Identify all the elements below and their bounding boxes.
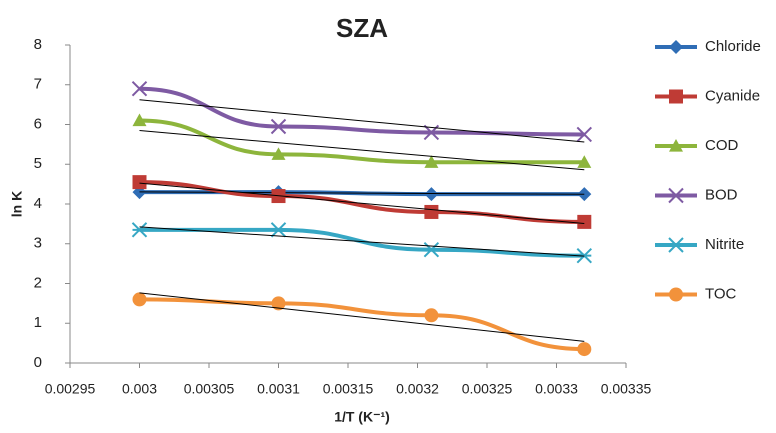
- marker: [576, 126, 593, 143]
- x-tick-label: 0.0031: [257, 381, 300, 397]
- marker: [270, 118, 287, 135]
- x-tick-label: 0.0032: [396, 381, 439, 397]
- y-tick-label: 0: [34, 354, 42, 371]
- y-tick-label: 7: [34, 76, 42, 93]
- trendline: [139, 226, 585, 257]
- legend-label: COD: [705, 137, 739, 154]
- y-tick-label: 5: [34, 155, 42, 172]
- marker: [577, 342, 592, 357]
- legend-label: BOD: [705, 186, 738, 203]
- series-line: [139, 180, 585, 224]
- marker: [132, 175, 147, 190]
- y-tick-label: 6: [34, 115, 42, 132]
- marker: [668, 187, 684, 204]
- marker: [423, 242, 440, 258]
- x-tick-label: 0.00335: [601, 381, 652, 397]
- marker: [424, 155, 439, 168]
- marker: [271, 296, 286, 311]
- trendline: [139, 99, 585, 143]
- series-line: [139, 297, 585, 352]
- x-tick-label: 0.00305: [184, 381, 235, 397]
- y-tick-label: 8: [34, 36, 42, 53]
- series-line: [139, 86, 585, 137]
- marker: [577, 155, 592, 168]
- marker: [132, 113, 147, 127]
- marker: [271, 147, 286, 160]
- trendline: [139, 191, 585, 195]
- y-tick-label: 4: [34, 195, 42, 212]
- marker: [669, 40, 683, 54]
- marker: [577, 214, 592, 229]
- x-tick-label: 0.00325: [462, 381, 513, 397]
- chart-title: SZA: [336, 13, 388, 43]
- trendline: [139, 130, 585, 171]
- marker: [669, 89, 683, 104]
- legend-label: Chloride: [705, 38, 761, 55]
- y-tick-label: 2: [34, 274, 42, 291]
- legend-label: Nitrite: [705, 236, 744, 253]
- marker: [424, 204, 439, 219]
- marker: [424, 187, 439, 202]
- x-tick-label: 0.00295: [45, 381, 96, 397]
- marker: [132, 292, 147, 307]
- legend-label: TOC: [705, 285, 737, 302]
- y-axis-label: ln K: [9, 191, 25, 217]
- marker: [668, 237, 684, 253]
- marker: [669, 287, 683, 302]
- y-tick-label: 3: [34, 235, 42, 252]
- y-tick-label: 1: [34, 314, 42, 331]
- x-axis-label: 1/T (K⁻¹): [334, 409, 390, 425]
- x-tick-label: 0.003: [122, 381, 157, 397]
- marker: [270, 222, 287, 238]
- x-tick-label: 0.0033: [535, 381, 578, 397]
- marker: [131, 222, 148, 238]
- marker: [424, 308, 439, 323]
- legend-label: Cyanide: [705, 87, 760, 104]
- marker: [131, 81, 148, 97]
- marker: [669, 139, 683, 152]
- x-tick-label: 0.00315: [323, 381, 374, 397]
- series-line: [139, 118, 585, 165]
- trendline: [139, 182, 585, 225]
- trendline: [139, 292, 585, 342]
